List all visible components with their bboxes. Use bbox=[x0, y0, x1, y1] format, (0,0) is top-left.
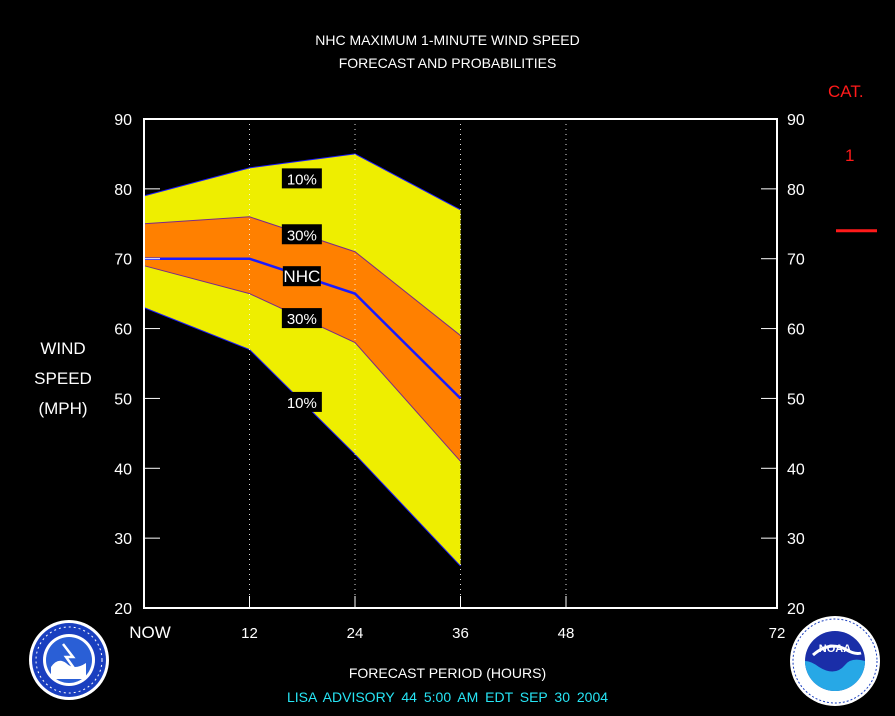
band-label: NHC bbox=[283, 267, 320, 286]
y-tick-label-right: 80 bbox=[787, 182, 805, 199]
band-label-box bbox=[282, 266, 321, 287]
series-line-upper-10 bbox=[143, 153, 461, 211]
band-30-percent bbox=[144, 216, 461, 462]
y-tick-label-left: 70 bbox=[114, 252, 132, 269]
y-tick-label-left: 60 bbox=[114, 322, 132, 339]
y-tick-label-right: 50 bbox=[787, 391, 805, 408]
y-tick-label-left: 90 bbox=[114, 112, 132, 129]
svg-text:NOAA: NOAA bbox=[819, 643, 851, 655]
band-label: 30% bbox=[287, 311, 317, 328]
y-axis-label-line-1: WIND bbox=[40, 339, 86, 358]
x-tick-label: 36 bbox=[452, 625, 469, 642]
y-tick-label-left: 20 bbox=[114, 601, 132, 618]
y-tick-label-right: 60 bbox=[787, 322, 805, 339]
noaa-logo-icon: NOAA bbox=[790, 616, 880, 706]
y-tick-label-left: 50 bbox=[114, 391, 132, 408]
band-label-box bbox=[281, 168, 322, 189]
category-value: 1 bbox=[845, 146, 855, 165]
y-tick-label-right: 70 bbox=[787, 252, 805, 269]
x-tick-label: 48 bbox=[558, 625, 575, 642]
y-tick-label-left: 80 bbox=[114, 182, 132, 199]
y-tick-label-left: 40 bbox=[114, 461, 132, 478]
x-tick-label: 12 bbox=[241, 625, 258, 642]
y-tick-label-right: 20 bbox=[787, 601, 805, 618]
y-tick-label-right: 30 bbox=[787, 531, 805, 548]
y-tick-label-right: 90 bbox=[787, 112, 805, 129]
band-label-box bbox=[281, 391, 322, 412]
band-label: 10% bbox=[287, 395, 317, 412]
y-tick-label-right: 40 bbox=[787, 461, 805, 478]
nws-logo-icon bbox=[29, 620, 109, 700]
band-label: 10% bbox=[287, 171, 317, 188]
band-label-box bbox=[281, 308, 322, 329]
band-label: 30% bbox=[287, 227, 317, 244]
x-tick-label: 24 bbox=[347, 625, 364, 642]
x-tick-label: NOW bbox=[129, 623, 171, 642]
advisory-footer: LISA ADVISORY 44 5:00 AM EDT SEP 30 2004 bbox=[286, 689, 609, 705]
y-axis-label-line-3: (MPH) bbox=[38, 399, 88, 418]
band-label-box bbox=[281, 224, 322, 245]
chart-title-line-1: NHC MAXIMUM 1-MINUTE WIND SPEED bbox=[315, 32, 580, 48]
y-tick-label-left: 30 bbox=[114, 531, 132, 548]
x-axis-title: FORECAST PERIOD (HOURS) bbox=[348, 665, 547, 681]
category-label: CAT. bbox=[828, 82, 864, 101]
chart-title-line-2: FORECAST AND PROBABILITIES bbox=[338, 55, 557, 71]
x-tick-label: 72 bbox=[769, 625, 786, 642]
y-axis-label-line-2: SPEED bbox=[34, 369, 92, 388]
